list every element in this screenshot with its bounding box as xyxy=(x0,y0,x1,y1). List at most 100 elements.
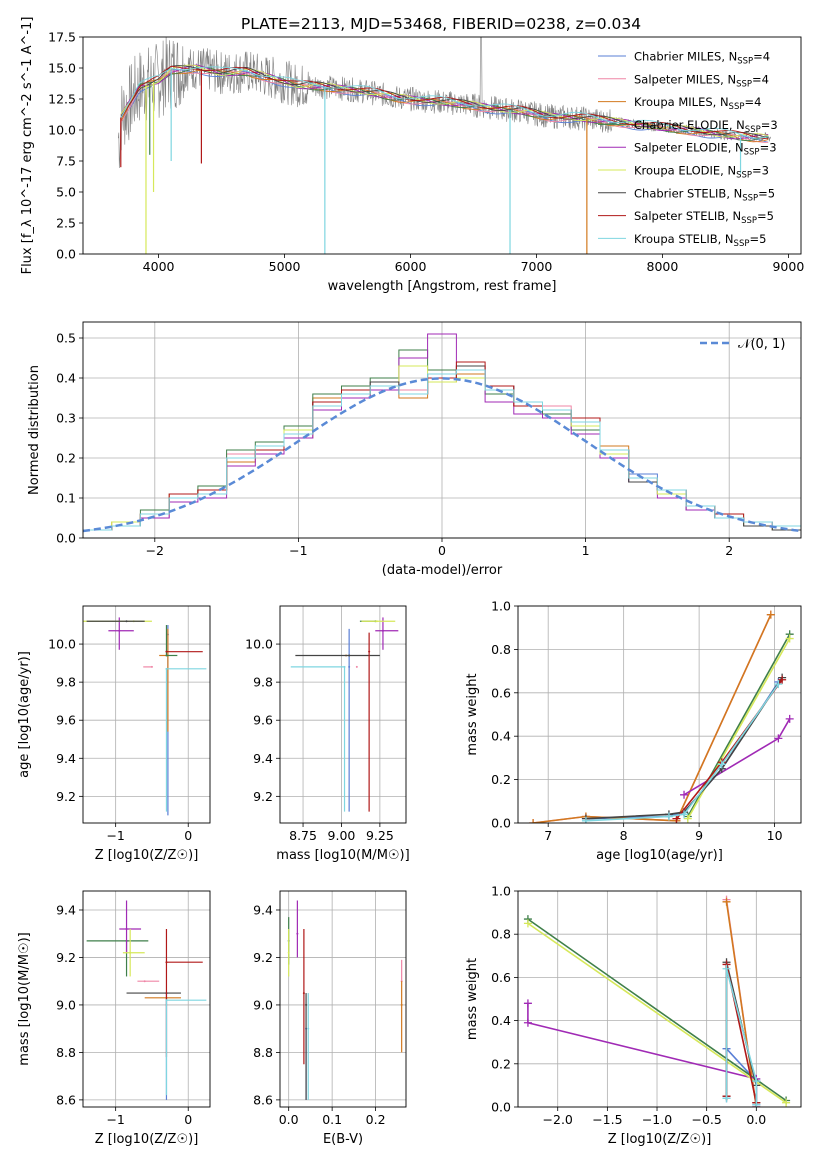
legend-count: =4 xyxy=(753,50,770,64)
data-point xyxy=(375,620,378,623)
plus-marker xyxy=(523,1018,532,1027)
plus-marker xyxy=(683,814,692,823)
legend-subscript: SSP xyxy=(729,102,745,112)
y-tick-label: 9.2 xyxy=(56,789,76,804)
x-tick-label: 8 xyxy=(620,828,628,843)
x-tick-label: 0.0 xyxy=(279,1112,299,1127)
model-spectrum-2 xyxy=(120,69,769,143)
y-tick-label: 10.0 xyxy=(48,123,76,138)
legend-subscript: SSP xyxy=(744,148,760,158)
plus-marker xyxy=(722,897,731,906)
x-tick-label: 0.0 xyxy=(746,1112,766,1127)
plus-marker xyxy=(766,610,775,619)
data-point xyxy=(165,650,168,653)
x-tick-label: −1 xyxy=(106,1112,124,1127)
axes-frame xyxy=(82,321,802,539)
legend-subscript: SSP xyxy=(741,216,757,226)
mass-weight-line xyxy=(527,922,787,1104)
axes-frame xyxy=(82,36,802,255)
x-tick-label: 9 xyxy=(695,828,703,843)
plus-marker xyxy=(722,1094,731,1103)
y-tick-label: 5.0 xyxy=(56,185,76,200)
x-axis-label: Z [log10(Z/Z☉)] xyxy=(95,848,199,863)
y-tick-label: 1.0 xyxy=(491,599,511,614)
plot-area xyxy=(118,37,772,254)
x-axis-label: age [log10(age/yr)] xyxy=(596,848,723,863)
y-tick-label: 9.6 xyxy=(253,713,273,728)
plus-marker xyxy=(717,760,726,769)
plus-marker xyxy=(581,816,590,823)
y-tick-label: 9.4 xyxy=(56,902,76,917)
panel-mass_vs_ebv: 0.0 0.1 0.2 8.6 8.8 9.0 9.2 9.4 E(B-V) xyxy=(253,890,407,1147)
legend-entry: Chabrier MILES, NSSP=4 xyxy=(634,50,770,67)
y-tick-label: 9.4 xyxy=(253,902,273,917)
legend-entry: Salpeter ELODIE, NSSP=3 xyxy=(634,141,777,158)
x-tick-label: −1.0 xyxy=(642,1112,672,1127)
legend-subscript: SSP xyxy=(745,125,761,135)
y-axis-label: Normed distribution xyxy=(27,365,42,495)
data-point xyxy=(348,654,351,657)
legend-count: =3 xyxy=(761,118,778,132)
y-tick-label: 0.4 xyxy=(491,1013,511,1028)
x-tick-label: 1 xyxy=(582,543,590,558)
plus-marker xyxy=(785,634,794,643)
axes-frame xyxy=(517,605,802,824)
plot-area xyxy=(287,900,403,1100)
x-tick-label: −1 xyxy=(289,543,307,558)
figure-title: PLATE=2113, MJD=53468, FIBERID=0238, z=0… xyxy=(241,15,641,33)
y-axis-label: mass weight xyxy=(465,673,480,755)
y-tick-label: 0.8 xyxy=(491,927,511,942)
plus-marker xyxy=(523,919,532,928)
panel-age_vs_mass: 8.75 9.00 9.25 9.2 9.4 9.6 9.8 10.0 mass [log10(… xyxy=(245,605,410,863)
axes-frame xyxy=(82,890,211,1108)
y-tick-label: 0.4 xyxy=(491,729,511,744)
axes-frame xyxy=(82,605,211,824)
y-tick-label: 9.0 xyxy=(56,997,76,1012)
y-tick-label: 8.6 xyxy=(253,1092,273,1107)
data-point xyxy=(125,620,128,623)
y-tick-label: 0.0 xyxy=(56,531,76,546)
y-tick-label: 9.8 xyxy=(56,675,76,690)
y-axis-label: age [log10(age/yr)] xyxy=(17,651,32,778)
gaussian-curve xyxy=(83,377,801,533)
y-tick-label: 8.8 xyxy=(253,1045,273,1060)
mass-weight-line xyxy=(533,614,772,823)
plus-marker xyxy=(664,812,673,821)
panel-spectrum: 4000 5000 6000 7000 8000 9000 0.0 2.5 5.0 7.5 10.0… xyxy=(20,17,804,294)
y-tick-label: 10.0 xyxy=(245,637,273,652)
data-point xyxy=(165,667,168,670)
x-tick-label: 0.1 xyxy=(322,1112,342,1127)
x-tick-label: 2 xyxy=(725,543,733,558)
data-point xyxy=(150,665,153,668)
y-tick-label: 12.5 xyxy=(48,92,76,107)
y-tick-label: 0.1 xyxy=(56,491,76,506)
mass-weight-line xyxy=(725,901,758,1107)
legend-entry: Kroupa MILES, NSSP=4 xyxy=(634,95,761,112)
legend-subscript: SSP xyxy=(734,239,750,249)
y-tick-label: 9.2 xyxy=(56,950,76,965)
plus-marker xyxy=(680,810,689,819)
x-tick-label: 0.2 xyxy=(366,1112,386,1127)
plus-marker xyxy=(778,675,787,684)
y-tick-label: 0.5 xyxy=(56,331,76,346)
x-tick-label: 8000 xyxy=(647,259,679,274)
x-axis-label: wavelength [Angstrom, rest frame] xyxy=(328,279,557,294)
x-tick-label: 10 xyxy=(767,828,783,843)
y-tick-label: 9.0 xyxy=(253,997,273,1012)
data-point xyxy=(165,654,168,657)
x-tick-label: 8.75 xyxy=(289,828,317,843)
plus-marker xyxy=(752,1100,761,1107)
plus-marker xyxy=(774,734,783,743)
mass-weight-line xyxy=(585,681,780,820)
data-point xyxy=(165,999,168,1002)
x-tick-label: 9000 xyxy=(772,259,804,274)
panel-age_vs_Z: −1 0 9.2 9.4 9.6 9.8 10.0 Z [log10(Z/Z☉)] age [l… xyxy=(17,605,211,863)
x-tick-label: 9.00 xyxy=(328,828,356,843)
plus-marker xyxy=(680,790,689,799)
x-axis-label: mass [log10(M/M☉)] xyxy=(276,848,409,863)
y-tick-label: 0.2 xyxy=(56,451,76,466)
y-tick-label: 10.0 xyxy=(48,637,76,652)
plot-area xyxy=(86,900,207,1100)
y-tick-label: 0.2 xyxy=(491,772,511,787)
